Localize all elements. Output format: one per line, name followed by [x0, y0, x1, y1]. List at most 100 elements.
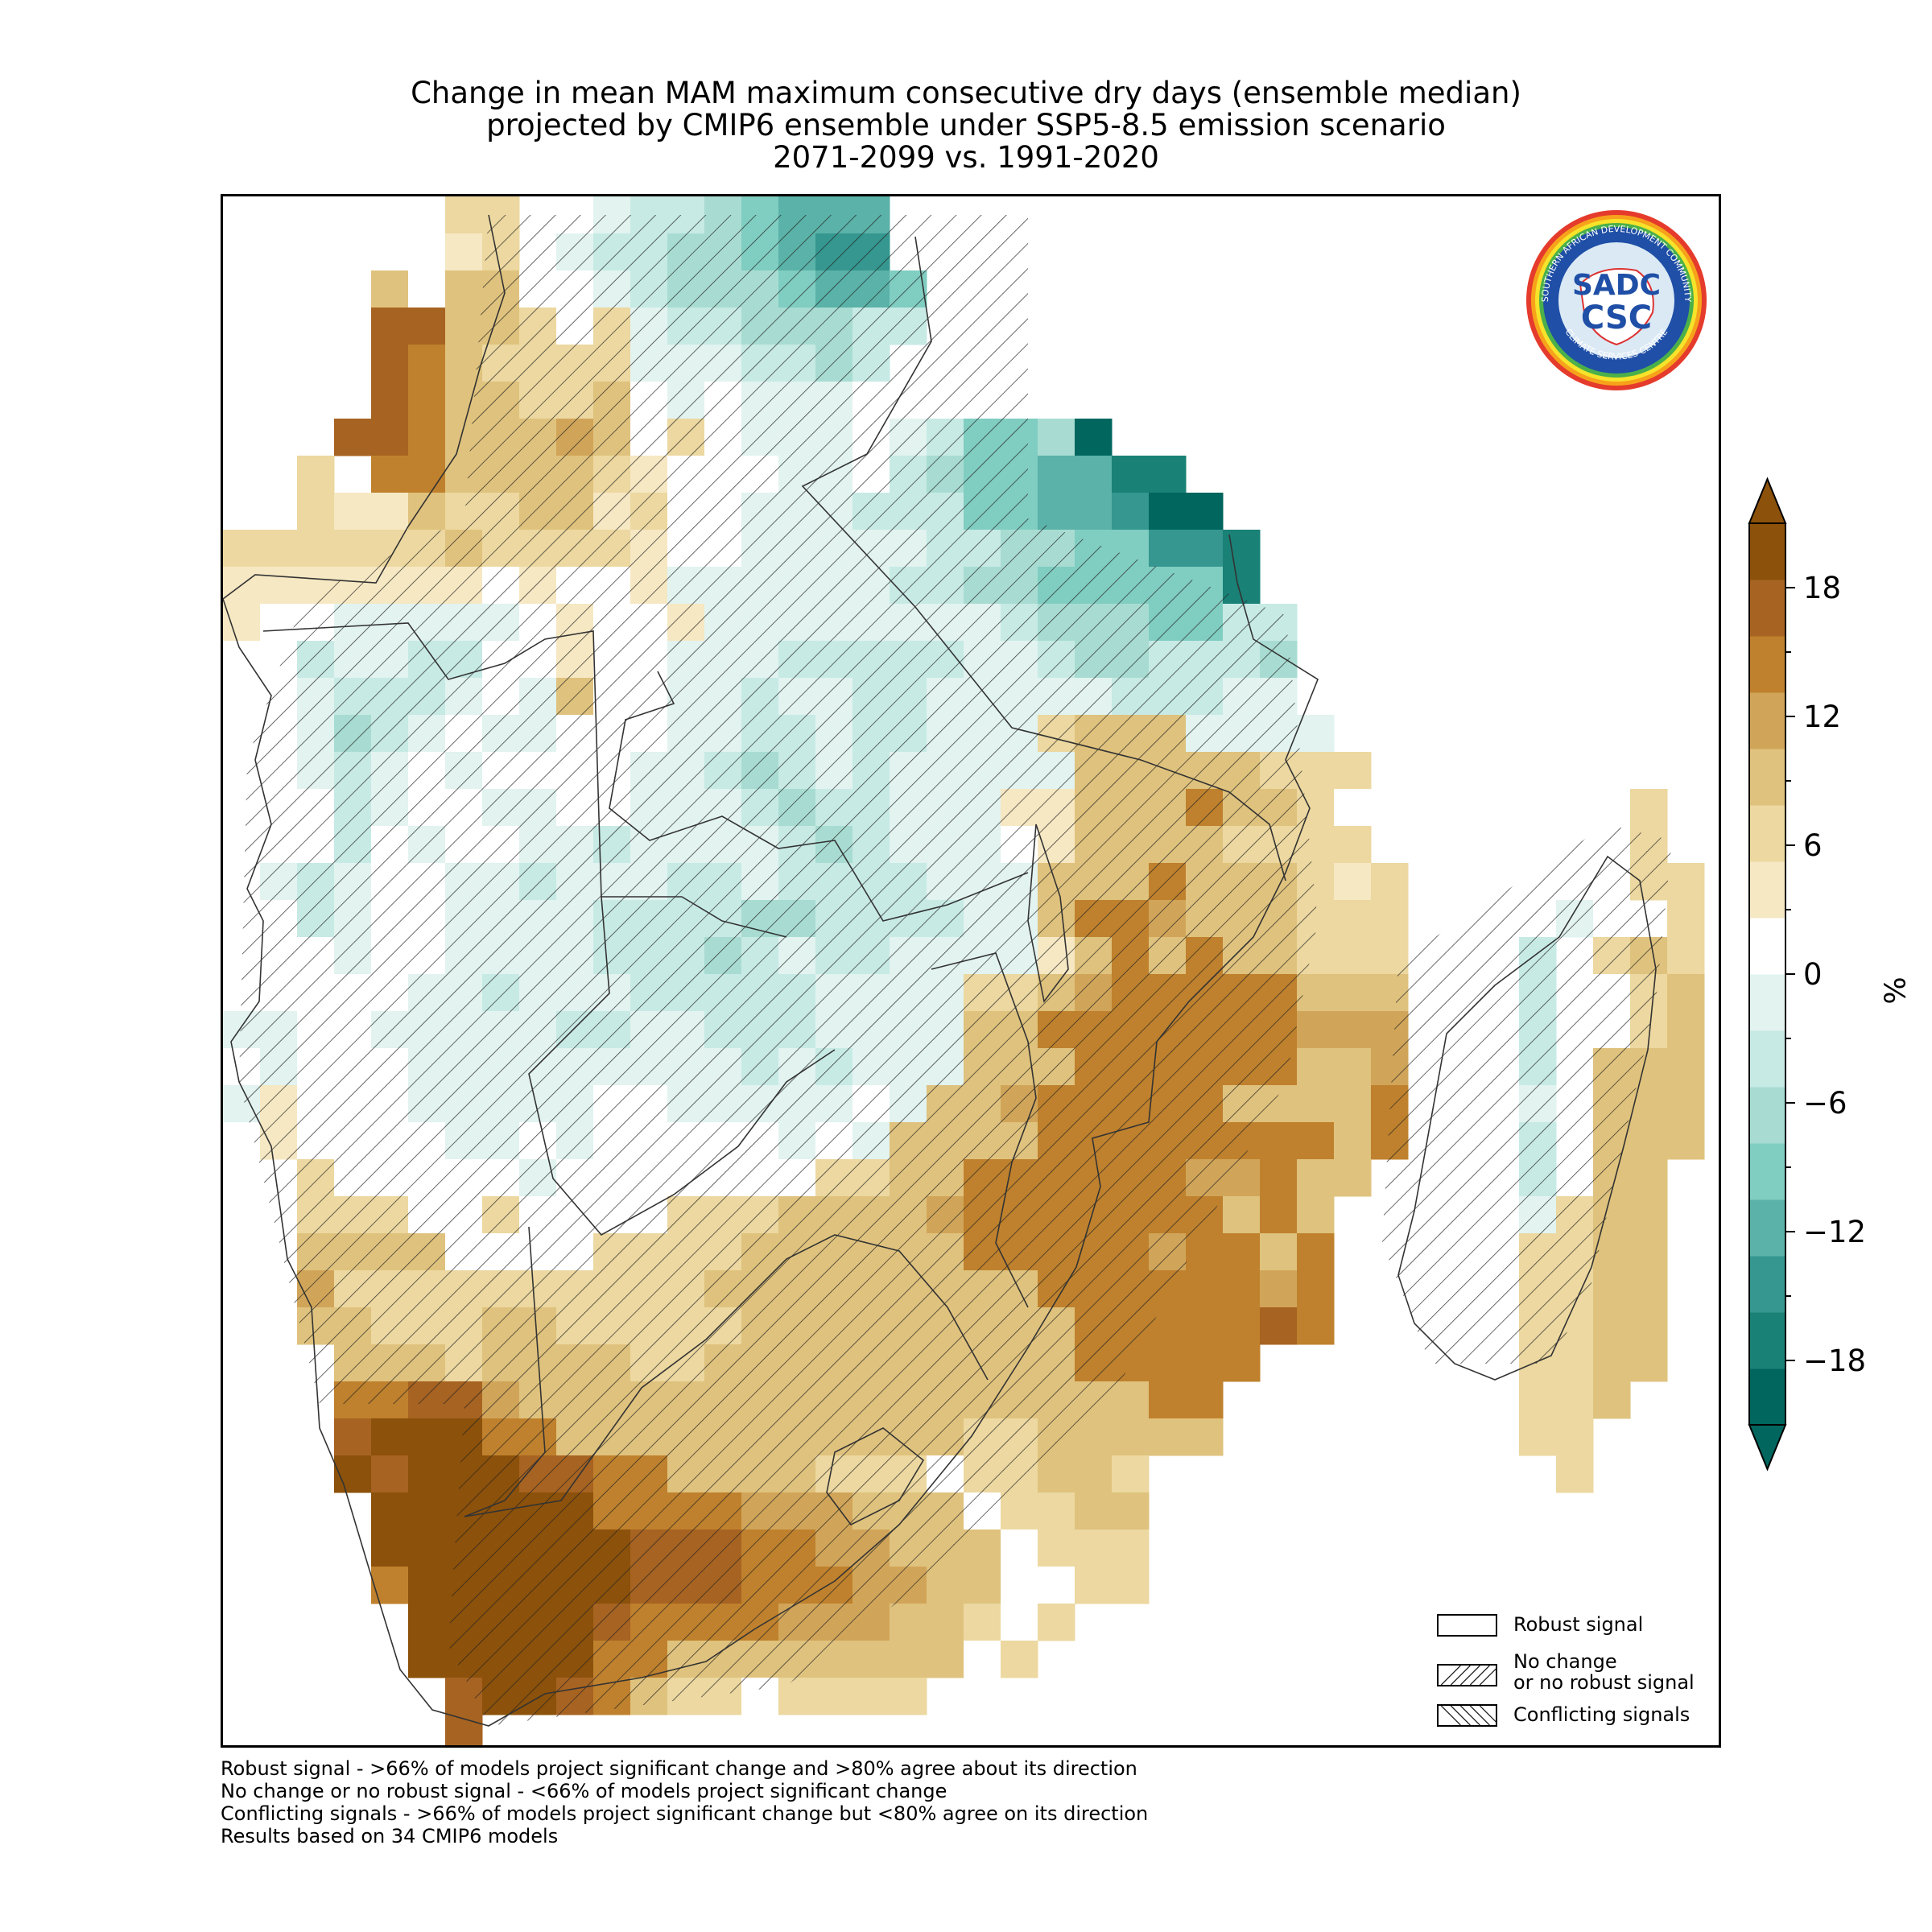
title-line-1: Change in mean MAM maximum consecutive d…: [411, 76, 1521, 110]
grid-cell: [1075, 456, 1113, 493]
grid-cell: [1630, 1159, 1668, 1197]
grid-cell: [371, 270, 409, 308]
title-line-3: 2071-2099 vs. 1991-2020: [773, 140, 1159, 175]
colorbar-extend-max: [1748, 477, 1787, 524]
grid-cell: [1519, 1381, 1557, 1419]
sadc-csc-logo: SADC CSC SOUTHERN AFRICAN DEVELOPMENT CO…: [1526, 210, 1707, 390]
grid-cell: [1223, 1196, 1261, 1234]
footnotes: Robust signal - >66% of models project s…: [221, 1757, 1148, 1847]
grid-cell: [1334, 789, 1372, 827]
grid-cell: [1186, 1381, 1224, 1419]
grid-cell: [1149, 530, 1187, 568]
logo-mark-top: SADC: [1572, 269, 1661, 302]
grid-cell: [1334, 1011, 1372, 1049]
colorbar-tick-label: −18: [1803, 1344, 1866, 1378]
grid-cell: [1112, 1418, 1150, 1456]
grid-cell: [1260, 1233, 1298, 1271]
grid-cell: [1001, 1604, 1038, 1641]
grid-cell: [408, 419, 446, 456]
footnote-1: Robust signal - >66% of models project s…: [221, 1757, 1137, 1780]
map-title: Change in mean MAM maximum consecutive d…: [217, 77, 1715, 174]
grid-cell: [1297, 1159, 1335, 1197]
border-malawi: [1027, 824, 1069, 1003]
grid-cell: [1630, 789, 1668, 827]
grid-cell: [371, 1530, 409, 1567]
grid-cell: [1038, 456, 1075, 493]
hatching-layer: [239, 215, 1672, 1726]
grid-cell: [1260, 1196, 1298, 1234]
logo-mark-bottom: CSC: [1581, 299, 1652, 336]
border-mozambique: [931, 952, 1037, 1308]
grid-cell: [1112, 493, 1150, 530]
grid-cell: [1038, 1530, 1075, 1567]
colorbar: 18 12 6 0 −6 −12 −18: [1748, 477, 1866, 1472]
hatch-region: [1382, 824, 1672, 1364]
grid-cell: [1334, 900, 1372, 938]
grid-cell: [1001, 1567, 1038, 1604]
hatch-region: [239, 215, 1318, 1726]
colorbar-segment: [1749, 749, 1785, 806]
colorbar-unit-label: %: [1879, 976, 1913, 1005]
grid-cell: [223, 641, 261, 679]
grid-cell: [1667, 974, 1705, 1012]
grid-cell: [1334, 826, 1372, 864]
grid-cell: [334, 419, 372, 456]
grid-cell: [408, 270, 446, 308]
grid-cell: [408, 1455, 446, 1493]
grid-cell: [1260, 1270, 1298, 1308]
border-south-africa: [464, 1226, 989, 1517]
grid-cell: [445, 1715, 483, 1745]
grid-cell: [260, 530, 298, 568]
grid-cell: [1223, 1270, 1261, 1308]
grid-cell: [1334, 863, 1372, 901]
grid-cell: [1371, 900, 1409, 938]
grid-cell: [1334, 1048, 1372, 1086]
grid-cell: [964, 1641, 1001, 1678]
grid-cell: [1186, 1307, 1224, 1345]
grid-cell: [1593, 1307, 1631, 1345]
grid-cell: [1186, 1270, 1224, 1308]
grid-cell: [1297, 1122, 1335, 1160]
grid-cell: [223, 678, 261, 716]
coastline-west: [223, 214, 1319, 1727]
legend-robust-swatch: [1437, 1614, 1497, 1637]
grid-cell: [1038, 1567, 1075, 1604]
grid-cell: [1001, 1641, 1038, 1678]
grid-cell: [223, 530, 261, 568]
grid-cell: [1297, 1085, 1335, 1123]
grid-cell: [1112, 1567, 1150, 1604]
grid-cell: [1223, 1307, 1261, 1345]
grid-cell: [1667, 863, 1705, 901]
grid-cell: [1297, 1233, 1335, 1271]
grid-cell: [1149, 456, 1187, 493]
grid-cell: [890, 1641, 927, 1678]
map-panel: [221, 194, 1721, 1748]
colorbar-tick-label: 6: [1803, 828, 1823, 863]
grid-cell: [815, 1678, 853, 1715]
heatmap-grid: [223, 196, 1705, 1745]
colorbar-segment: [1749, 692, 1785, 749]
footnote-4: Results based on 34 CMIP6 models: [221, 1825, 559, 1847]
grid-cell: [371, 1567, 409, 1604]
grid-cell: [1223, 1344, 1261, 1382]
country-borders: [223, 214, 1657, 1727]
grid-cell: [1630, 1085, 1668, 1123]
colorbar-segment: [1749, 523, 1785, 580]
grid-cell: [1556, 1455, 1594, 1493]
grid-cell: [927, 1641, 964, 1678]
grid-cell: [408, 456, 446, 493]
grid-cell: [371, 493, 409, 530]
grid-cell: [408, 1492, 446, 1530]
grid-cell: [1556, 1344, 1594, 1382]
grid-cell: [371, 308, 409, 345]
colorbar-tick-label: 18: [1803, 571, 1841, 605]
legend-no-change-swatch: [1437, 1664, 1497, 1686]
footnote-3: Conflicting signals - >66% of models pro…: [221, 1802, 1149, 1825]
grid-cell: [1334, 1085, 1372, 1123]
grid-cell: [408, 1567, 446, 1604]
grid-cell: [1001, 1530, 1038, 1567]
grid-cell: [1593, 1381, 1631, 1419]
colorbar-segment: [1749, 1199, 1785, 1257]
grid-cell: [371, 419, 409, 456]
grid-cell: [334, 1418, 372, 1456]
